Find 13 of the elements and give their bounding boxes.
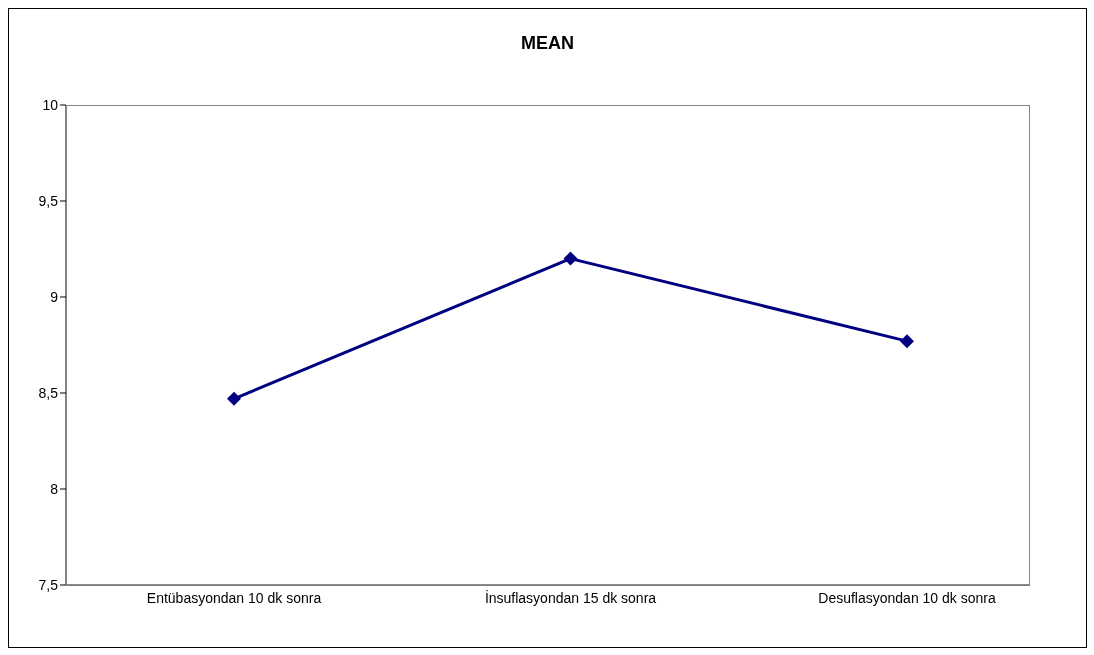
- point: [900, 334, 914, 349]
- y-tick-label: 9: [50, 288, 59, 305]
- point: [563, 251, 578, 266]
- chart-title: MEAN: [520, 33, 575, 54]
- y-tick-label: 7,5: [38, 576, 59, 593]
- x-tick-label: Desuflasyondan 10 dk sonra: [818, 589, 996, 606]
- y-tick-label: 8: [50, 480, 59, 497]
- y-tick-label: 8,5: [38, 384, 59, 401]
- point: [227, 391, 241, 406]
- x-tick-label: Entübasyondan 10 dk sonra: [146, 589, 322, 606]
- y-tick-label: 10: [42, 96, 59, 113]
- y-tick-label: 9,5: [38, 192, 59, 209]
- x-tick-label: İnsuflasyondan 15 dk sonra: [484, 588, 657, 606]
